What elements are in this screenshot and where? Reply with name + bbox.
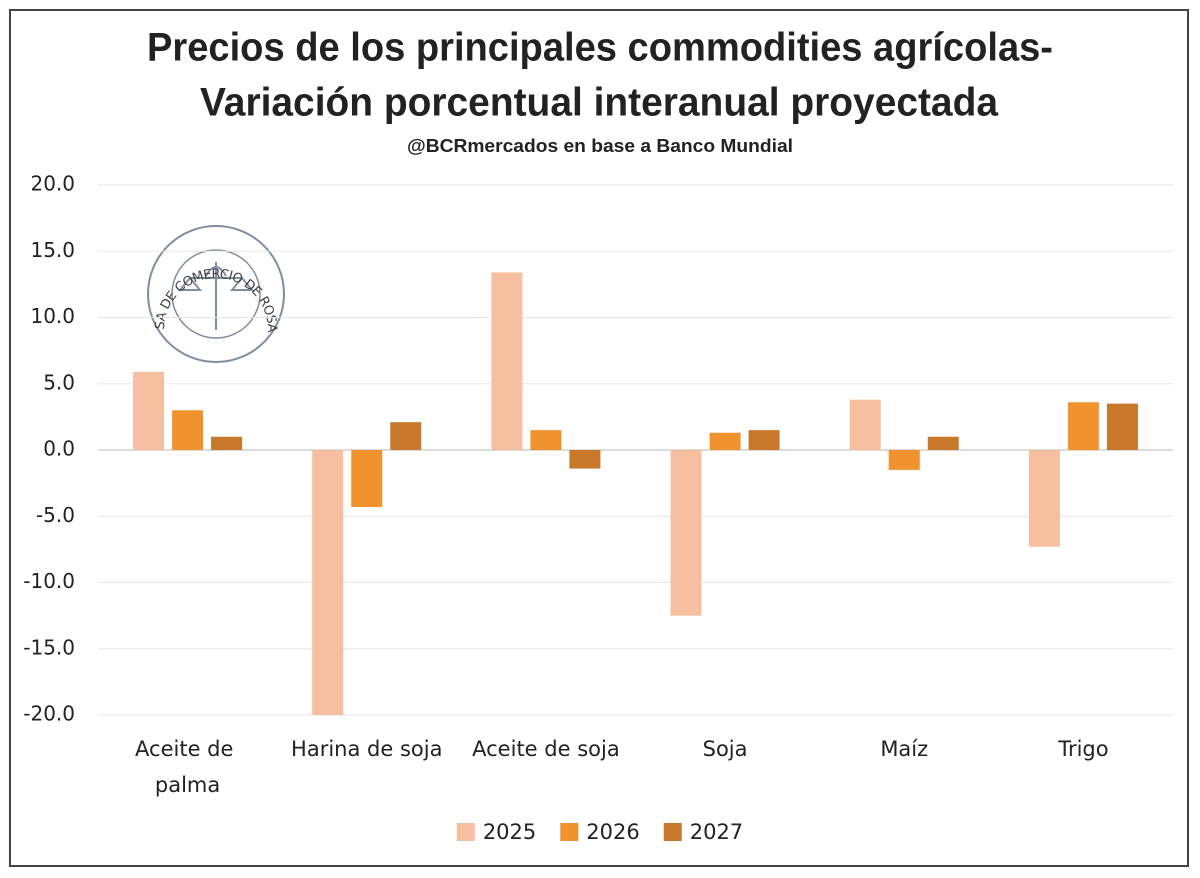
y-tick-label: -10.0 bbox=[23, 569, 75, 593]
y-tick-label: -15.0 bbox=[23, 635, 75, 659]
logo-ring bbox=[171, 249, 261, 339]
bar bbox=[312, 450, 344, 715]
chart-border bbox=[9, 9, 1189, 867]
y-tick-label: -5.0 bbox=[36, 503, 75, 527]
bar bbox=[569, 450, 601, 469]
legend-label: 2027 bbox=[690, 820, 743, 844]
legend-label: 2026 bbox=[586, 820, 639, 844]
y-tick-label: 0.0 bbox=[43, 437, 75, 461]
chart-title: Variación porcentual interanual proyecta… bbox=[200, 81, 999, 125]
bar bbox=[1106, 403, 1138, 450]
legend-swatch bbox=[663, 823, 682, 841]
legend-item: 2027 bbox=[663, 820, 743, 844]
bar bbox=[491, 272, 523, 450]
bar bbox=[748, 430, 780, 450]
x-tick-label: Aceite de soja bbox=[472, 737, 620, 761]
logo-emblem bbox=[177, 262, 255, 330]
bar bbox=[530, 430, 562, 450]
legend-item: 2026 bbox=[560, 820, 640, 844]
bar bbox=[1067, 402, 1099, 450]
x-tick-label: Aceite de palma bbox=[135, 737, 240, 797]
legend-label: 2025 bbox=[483, 820, 536, 844]
bar bbox=[927, 436, 959, 450]
y-tick-label: 20.0 bbox=[30, 172, 75, 196]
bar bbox=[849, 399, 881, 450]
y-tick-label: 10.0 bbox=[30, 304, 75, 328]
legend-swatch bbox=[560, 823, 579, 841]
y-tick-label: 5.0 bbox=[43, 370, 75, 394]
chart-subtitle: @BCRmercados en base a Banco Mundial bbox=[407, 136, 793, 156]
bar bbox=[670, 450, 702, 616]
x-tick-label: Harina de soja bbox=[291, 737, 442, 761]
bar bbox=[390, 422, 422, 450]
legend-item: 2025 bbox=[456, 820, 536, 844]
bar bbox=[351, 450, 383, 507]
logo-ring bbox=[147, 225, 285, 363]
bar bbox=[172, 410, 204, 450]
bar bbox=[1028, 450, 1060, 547]
legend-swatch bbox=[456, 823, 475, 841]
y-tick-label: 15.0 bbox=[30, 238, 75, 262]
bar bbox=[709, 432, 741, 450]
bar bbox=[888, 450, 920, 470]
bar bbox=[133, 371, 165, 450]
chart-title: Precios de los principales commodities a… bbox=[147, 26, 1053, 70]
x-tick-label: Soja bbox=[703, 737, 748, 761]
x-tick-label: Trigo bbox=[1057, 737, 1108, 761]
y-tick-label: -20.0 bbox=[23, 702, 75, 726]
x-tick-label: Maíz bbox=[880, 737, 928, 761]
bar bbox=[211, 436, 243, 450]
